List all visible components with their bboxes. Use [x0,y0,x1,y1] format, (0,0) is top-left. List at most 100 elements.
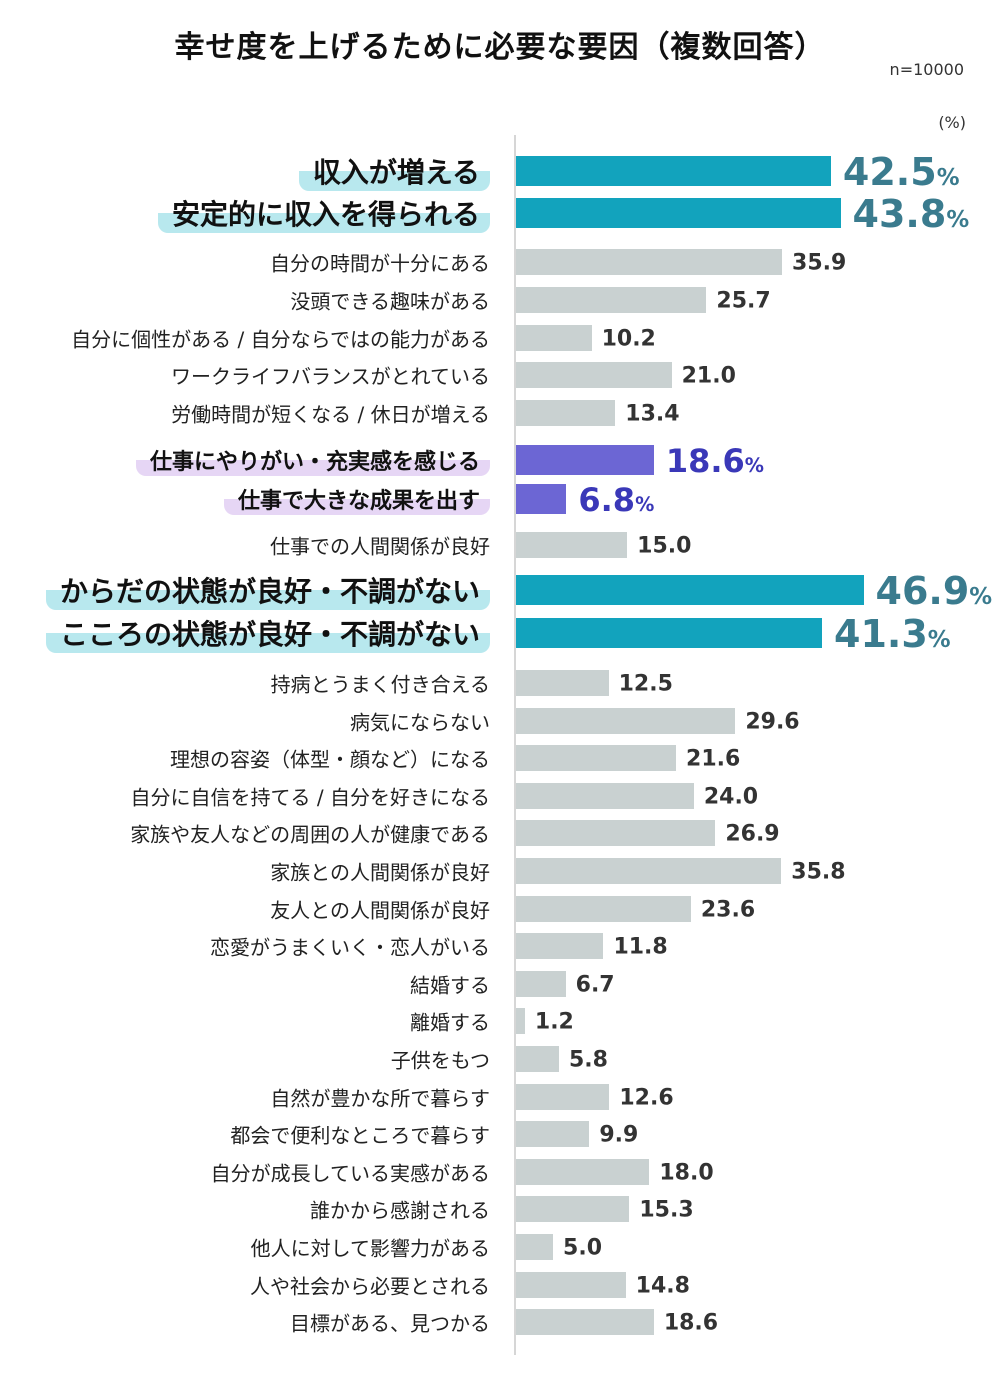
category-label: 人や社会から必要とされる [250,1274,490,1298]
bar [516,820,716,847]
category-label: 自分に個性がある / 自分ならではの能力がある [71,327,490,352]
bar [516,1121,590,1148]
bar [516,707,736,734]
bar [516,782,694,809]
percent-sign: % [969,584,993,610]
bar [516,484,567,514]
value-label: 21.0 [681,363,736,389]
category-label: 安定的に収入を得られる [157,193,490,233]
bar [516,1233,554,1260]
category-label: 収入が増える [298,151,490,191]
category-label: 自分の時間が十分にある [270,251,490,276]
value-label: 12.5 [618,671,673,697]
value-label: 23.6 [700,897,756,922]
value-label: 6.8% [578,481,655,519]
category-label: 仕事にやりがい・充実感を感じる [135,444,490,476]
value-label: 10.2 [601,326,656,352]
value-label: 43.8% [852,192,970,236]
value-label: 21.6 [686,746,741,772]
value-label: 15.0 [637,533,692,559]
value-label: 46.9% [875,569,993,613]
category-label: 結婚する [410,973,490,998]
value-label: 42.5% [842,150,960,194]
value-label: 26.9 [725,821,780,847]
category-label: 仕事で大きな成果を出す [223,483,490,515]
value-label: 41.3% [834,612,951,656]
value-label: 15.3 [639,1197,694,1223]
bar [516,287,707,313]
bar [516,857,782,884]
bar [516,933,604,960]
bar [516,400,616,426]
category-label: 仕事での人間関係が良好 [270,534,490,559]
category-label: こころの状態が良好・不調がない [45,613,490,653]
bar [516,1271,626,1298]
value-label: 29.6 [745,709,800,734]
percent-sign: % [744,454,764,477]
category-label: 没頭できる趣味がある [290,289,490,314]
bar [516,670,609,696]
percent-sign: % [635,493,655,516]
bar [516,249,783,275]
category-label: 子供をもつ [390,1048,490,1073]
category-label: 病気にならない [350,710,490,734]
value-label: 5.0 [563,1235,603,1261]
value-label: 35.9 [792,250,847,276]
category-label: 他人に対して影響力がある [250,1236,490,1261]
bar [516,970,566,997]
bar [516,532,628,558]
bar [516,445,654,475]
value-label: 35.8 [791,859,846,885]
percent-sign: % [927,627,951,653]
category-label: 目標がある、見つかる [290,1311,490,1336]
value-label: 5.8 [568,1047,608,1073]
value-label: 9.9 [599,1122,639,1148]
bar [516,618,823,648]
unit-label: (%) [938,113,966,132]
category-label: 誰かから感謝される [310,1198,490,1223]
bar [516,325,592,351]
bar [516,895,691,922]
category-label: 都会で便利なところで暮らす [230,1123,490,1148]
category-label: 自分が成長している実感がある [210,1161,490,1186]
value-label: 25.7 [716,288,771,314]
bar [516,1008,525,1035]
bar [516,362,672,388]
chart-title: 幸せ度を上げるために必要な要因（複数回答） [174,30,826,65]
value-label: 13.4 [625,401,680,427]
bar [516,156,831,186]
sample-size: n=10000 [889,60,964,79]
value-label: 6.7 [575,972,615,998]
bar [516,198,841,228]
bar [516,1083,610,1110]
category-label: 自然が豊かな所で暮らす [270,1086,490,1110]
axis-line [514,135,516,1355]
value-label: 18.6 [663,1310,719,1336]
value-label: 11.8 [613,934,668,960]
category-label: 理想の容姿（体型・顔など）になる [170,747,490,772]
category-label: ワークライフバランスがとれている [171,364,490,389]
value-label: 18.0 [659,1160,714,1186]
bar [516,1045,559,1072]
bar [516,1309,654,1336]
category-label: 持病とうまく付き合える [270,672,490,697]
category-label: 家族との人間関係が良好 [270,860,490,885]
category-label: 離婚する [410,1010,490,1035]
percent-sign: % [946,207,970,233]
value-label: 12.6 [619,1085,674,1110]
bar [516,1158,650,1185]
bar [516,745,677,772]
category-label: 恋愛がうまくいく・恋人がいる [210,935,490,960]
category-label: 自分に自信を持てる / 自分を好きになる [130,785,490,810]
value-label: 24.0 [703,784,759,810]
bar [516,575,864,605]
value-label: 1.2 [534,1009,574,1035]
category-label: 労働時間が短くなる / 休日が増える [171,402,490,427]
percent-sign: % [936,165,960,191]
value-label: 14.8 [635,1273,690,1298]
category-label: 家族や友人などの周囲の人が健康である [130,822,490,847]
value-label: 18.6% [665,442,764,480]
category-label: 友人との人間関係が良好 [270,898,490,922]
bar [516,1196,630,1223]
